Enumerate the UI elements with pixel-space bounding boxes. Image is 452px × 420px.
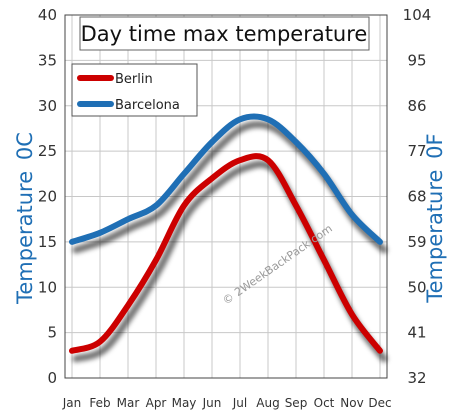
- x-tick-label: Feb: [89, 396, 110, 410]
- x-tick-label: Apr: [146, 396, 167, 410]
- right-tick-label: 68: [407, 188, 426, 206]
- legend-label-berlin: Berlin: [115, 72, 153, 87]
- right-tick-label: 41: [407, 324, 426, 342]
- right-tick-label: 86: [407, 97, 426, 115]
- x-tick-label: Jan: [62, 396, 82, 410]
- x-tick-label: Oct: [314, 396, 335, 410]
- right-axis-unit: 0F: [423, 133, 447, 158]
- legend: Berlin Barcelona: [71, 63, 198, 117]
- right-tick-label: 104: [403, 6, 432, 24]
- svg-text:Temperature 0C: Temperature 0C: [13, 132, 37, 305]
- left-axis-label: Temperature 0C: [13, 132, 37, 305]
- series-line-berlin: [69, 153, 383, 354]
- series-shadow-barcelona: [72, 121, 388, 254]
- left-tick-label: 15: [38, 233, 57, 251]
- x-tick-label: Mar: [117, 396, 140, 410]
- right-tick-label: 95: [407, 51, 426, 69]
- x-tick-label: Nov: [340, 396, 363, 410]
- right-tick-label: 50: [407, 278, 426, 296]
- left-axis-unit: 0C: [13, 132, 37, 160]
- left-tick-label: 5: [47, 324, 57, 342]
- x-tick-label: Dec: [368, 396, 391, 410]
- right-tick-label: 77: [407, 142, 426, 160]
- right-axis-label: Temperature 0F: [423, 133, 447, 303]
- plot-area-frame: [64, 14, 388, 379]
- x-tick-label: Jun: [202, 396, 222, 410]
- svg-text:Temperature 0F: Temperature 0F: [423, 133, 447, 303]
- left-tick-label: 25: [38, 142, 57, 160]
- x-tick-label: Aug: [256, 396, 279, 410]
- left-tick-label: 20: [38, 188, 57, 206]
- left-tick-label: 10: [38, 278, 57, 296]
- watermark: © 2WeekBackPack.com: [220, 222, 334, 308]
- left-axis-title: Temperature: [13, 171, 37, 305]
- x-axis-ticks: Jan Feb Mar Apr May Jun Jul Aug Sep Oct Nov Dec: [62, 396, 392, 410]
- right-axis-title: Temperature: [423, 170, 447, 304]
- x-tick-label: May: [172, 396, 197, 410]
- x-tick-label: Sep: [285, 396, 308, 410]
- x-tick-label: Jul: [232, 396, 247, 410]
- series-line-barcelona: [69, 113, 383, 245]
- series-lines: [69, 113, 383, 354]
- right-axis-ticks: 32 41 50 59 68 77 86 95 104: [403, 6, 432, 387]
- left-tick-label: 35: [38, 51, 57, 69]
- left-tick-label: 30: [38, 97, 57, 115]
- right-tick-label: 32: [407, 369, 426, 387]
- chart-title-box: Day time max temperature: [79, 16, 370, 51]
- chart-title: Day time max temperature: [81, 22, 368, 46]
- right-tick-label: 59: [407, 233, 426, 251]
- legend-label-barcelona: Barcelona: [115, 98, 180, 113]
- left-tick-label: 0: [47, 369, 57, 387]
- left-axis-ticks: 0 5 10 15 20 25 30 35 40: [38, 6, 57, 387]
- left-tick-label: 40: [38, 6, 57, 24]
